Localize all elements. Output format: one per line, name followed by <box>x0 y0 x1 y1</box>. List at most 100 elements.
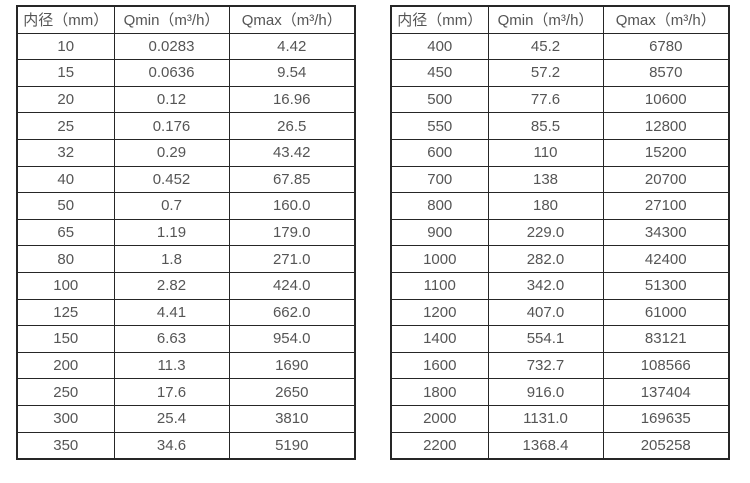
table-cell: 125 <box>16 298 115 327</box>
table-cell: 0.176 <box>113 112 230 140</box>
table-row: 65 1.19 179.0 <box>16 218 356 247</box>
table-cell: 424.0 <box>228 271 356 300</box>
table-cell: 1.19 <box>113 218 230 247</box>
table-cell: 1368.4 <box>487 431 604 460</box>
table-cell: 0.452 <box>113 165 230 194</box>
table-row: 500 77.6 10600 <box>390 85 730 114</box>
table-row: 100 2.82 424.0 <box>16 271 356 300</box>
header-qmin: Qmin（m³/h） <box>113 5 230 34</box>
table-cell: 662.0 <box>228 298 356 327</box>
table-cell: 4.42 <box>228 32 356 61</box>
header-row: 内径（mm） Qmin（m³/h） Qmax（m³/h） <box>390 5 730 34</box>
header-inner-diameter: 内径（mm） <box>16 5 115 34</box>
table-body: 10 0.0283 4.42 15 0.0636 9.54 20 0.12 16.96 25 0.1… <box>16 32 356 460</box>
table-cell: 77.6 <box>487 85 604 114</box>
table-row: 150 6.63 954.0 <box>16 325 356 353</box>
table-cell: 65 <box>16 218 115 247</box>
table-cell: 67.85 <box>228 165 356 194</box>
table-row: 300 25.4 3810 <box>16 404 356 433</box>
table-cell: 250 <box>16 378 115 406</box>
table-row: 15 0.0636 9.54 <box>16 59 356 87</box>
table-cell: 2650 <box>228 378 356 406</box>
table-cell: 43.42 <box>228 138 356 167</box>
table-cell: 80 <box>16 245 115 273</box>
table-cell: 1.8 <box>113 245 230 273</box>
table-cell: 550 <box>390 112 489 140</box>
table-row: 32 0.29 43.42 <box>16 138 356 167</box>
spec-tables-container: 内径（mm） Qmin（m³/h） Qmax（m³/h） 10 0.0283 4.4… <box>16 5 730 461</box>
table-cell: 16.96 <box>228 85 356 114</box>
table-cell: 916.0 <box>487 378 604 406</box>
table-cell: 10600 <box>602 85 730 114</box>
table-cell: 2200 <box>390 431 489 460</box>
table-cell: 169635 <box>602 404 730 433</box>
table-cell: 400 <box>390 32 489 61</box>
table-cell: 6780 <box>602 32 730 61</box>
table-cell: 3810 <box>228 404 356 433</box>
table-cell: 40 <box>16 165 115 194</box>
table-cell: 200 <box>16 351 115 380</box>
table-cell: 25.4 <box>113 404 230 433</box>
table-row: 600 110 15200 <box>390 138 730 167</box>
table-cell: 0.12 <box>113 85 230 114</box>
header-qmin: Qmin（m³/h） <box>487 5 604 34</box>
table-row: 40 0.452 67.85 <box>16 165 356 194</box>
table-cell: 2000 <box>390 404 489 433</box>
table-row: 1000 282.0 42400 <box>390 245 730 273</box>
table-cell: 17.6 <box>113 378 230 406</box>
table-row: 550 85.5 12800 <box>390 112 730 140</box>
header-row: 内径（mm） Qmin（m³/h） Qmax（m³/h） <box>16 5 356 34</box>
table-cell: 25 <box>16 112 115 140</box>
table-cell: 0.0283 <box>113 32 230 61</box>
header-inner-diameter: 内径（mm） <box>390 5 489 34</box>
header-qmax: Qmax（m³/h） <box>602 5 730 34</box>
table-body: 400 45.2 6780 450 57.2 8570 500 77.6 10600 550 85.… <box>390 32 730 460</box>
table-row: 20 0.12 16.96 <box>16 85 356 114</box>
table-row: 800 180 27100 <box>390 192 730 220</box>
table-cell: 1400 <box>390 325 489 353</box>
table-cell: 138 <box>487 165 604 194</box>
table-cell: 32 <box>16 138 115 167</box>
table-cell: 61000 <box>602 298 730 327</box>
table-row: 1100 342.0 51300 <box>390 271 730 300</box>
table-cell: 26.5 <box>228 112 356 140</box>
table-cell: 34300 <box>602 218 730 247</box>
table-cell: 205258 <box>602 431 730 460</box>
table-cell: 350 <box>16 431 115 460</box>
table-cell: 15200 <box>602 138 730 167</box>
table-cell: 342.0 <box>487 271 604 300</box>
flow-table-right: 内径（mm） Qmin（m³/h） Qmax（m³/h） 400 45.2 6780… <box>390 5 730 461</box>
table-cell: 85.5 <box>487 112 604 140</box>
table-cell: 27100 <box>602 192 730 220</box>
table-cell: 11.3 <box>113 351 230 380</box>
table-cell: 500 <box>390 85 489 114</box>
table-cell: 0.0636 <box>113 59 230 87</box>
table-row: 1800 916.0 137404 <box>390 378 730 406</box>
table-row: 450 57.2 8570 <box>390 59 730 87</box>
table-cell: 1131.0 <box>487 404 604 433</box>
table-cell: 271.0 <box>228 245 356 273</box>
table-cell: 1600 <box>390 351 489 380</box>
table-cell: 42400 <box>602 245 730 273</box>
table-cell: 57.2 <box>487 59 604 87</box>
table-cell: 34.6 <box>113 431 230 460</box>
table-cell: 1200 <box>390 298 489 327</box>
table-cell: 6.63 <box>113 325 230 353</box>
table-header: 内径（mm） Qmin（m³/h） Qmax（m³/h） <box>16 5 356 34</box>
table-cell: 800 <box>390 192 489 220</box>
table-cell: 600 <box>390 138 489 167</box>
table-cell: 954.0 <box>228 325 356 353</box>
table-cell: 110 <box>487 138 604 167</box>
table-row: 1200 407.0 61000 <box>390 298 730 327</box>
table-row: 10 0.0283 4.42 <box>16 32 356 61</box>
table-cell: 150 <box>16 325 115 353</box>
table-cell: 900 <box>390 218 489 247</box>
table-cell: 1000 <box>390 245 489 273</box>
table-row: 700 138 20700 <box>390 165 730 194</box>
table-row: 1400 554.1 83121 <box>390 325 730 353</box>
table-cell: 20700 <box>602 165 730 194</box>
table-row: 125 4.41 662.0 <box>16 298 356 327</box>
table-cell: 554.1 <box>487 325 604 353</box>
table-cell: 2.82 <box>113 271 230 300</box>
table-cell: 20 <box>16 85 115 114</box>
